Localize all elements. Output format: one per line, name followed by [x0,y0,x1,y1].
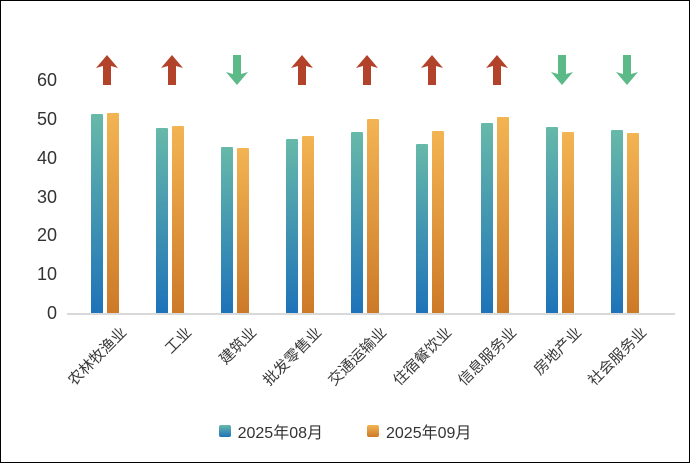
x-axis-label: 信息服务业 [455,324,521,390]
trend-down-icon [550,55,573,85]
bar-2025-09 [106,113,119,313]
bar-2025-09 [626,133,639,313]
bar-2025-08 [220,147,233,313]
legend-label: 2025年08月 [237,425,323,442]
trend-down-icon [225,55,248,85]
y-axis-tick-label: 10 [36,264,57,285]
bar-2025-08 [155,128,168,313]
bar-2025-09 [496,117,509,313]
legend-item: 2025年08月 [218,419,323,443]
legend-item: 2025年09月 [367,419,471,443]
trend-down-icon [615,55,638,85]
x-axis-label: 社会服务业 [585,324,651,390]
bar-2025-08 [545,127,558,313]
x-axis-label: 建筑业 [216,324,261,368]
y-axis-tick-label: 0 [46,303,57,323]
y-axis-tick-label: 30 [36,186,57,207]
x-axis-label: 批发零售业 [260,324,326,390]
bar-2025-08 [415,144,428,313]
legend-swatch [218,425,231,437]
bar-2025-09 [236,148,249,313]
legend: 2025年08月 2025年09月 [1,419,689,443]
trend-up-icon [95,55,118,85]
bar-2025-09 [431,131,444,313]
x-axis-line [67,313,675,315]
x-axis-label: 住宿餐饮业 [390,324,456,390]
trend-up-icon [355,55,378,85]
x-axis-label: 农林牧渔业 [65,324,131,390]
bar-2025-09 [561,132,574,313]
bar-2025-08 [285,139,298,313]
y-axis-tick-label: 40 [36,147,57,168]
x-axis-label: 工业 [162,324,196,358]
x-axis-label: 房地产业 [531,324,586,379]
legend-label: 2025年09月 [386,425,472,442]
y-axis-tick-label: 20 [36,225,57,246]
trend-up-icon [160,55,183,85]
trend-up-icon [290,55,313,85]
bar-2025-08 [480,123,493,313]
bar-2025-08 [90,114,103,313]
bar-2025-09 [366,119,379,313]
bar-2025-09 [171,126,184,313]
bar-2025-08 [610,130,623,313]
trend-up-icon [485,55,508,85]
bar-2025-08 [350,132,363,313]
y-axis-tick-label: 50 [36,108,57,129]
trend-up-icon [420,55,443,85]
x-axis-label: 交通运输业 [325,324,391,390]
y-axis-tick-label: 60 [36,70,57,90]
legend-swatch [367,425,379,437]
bar-2025-09 [301,136,314,313]
